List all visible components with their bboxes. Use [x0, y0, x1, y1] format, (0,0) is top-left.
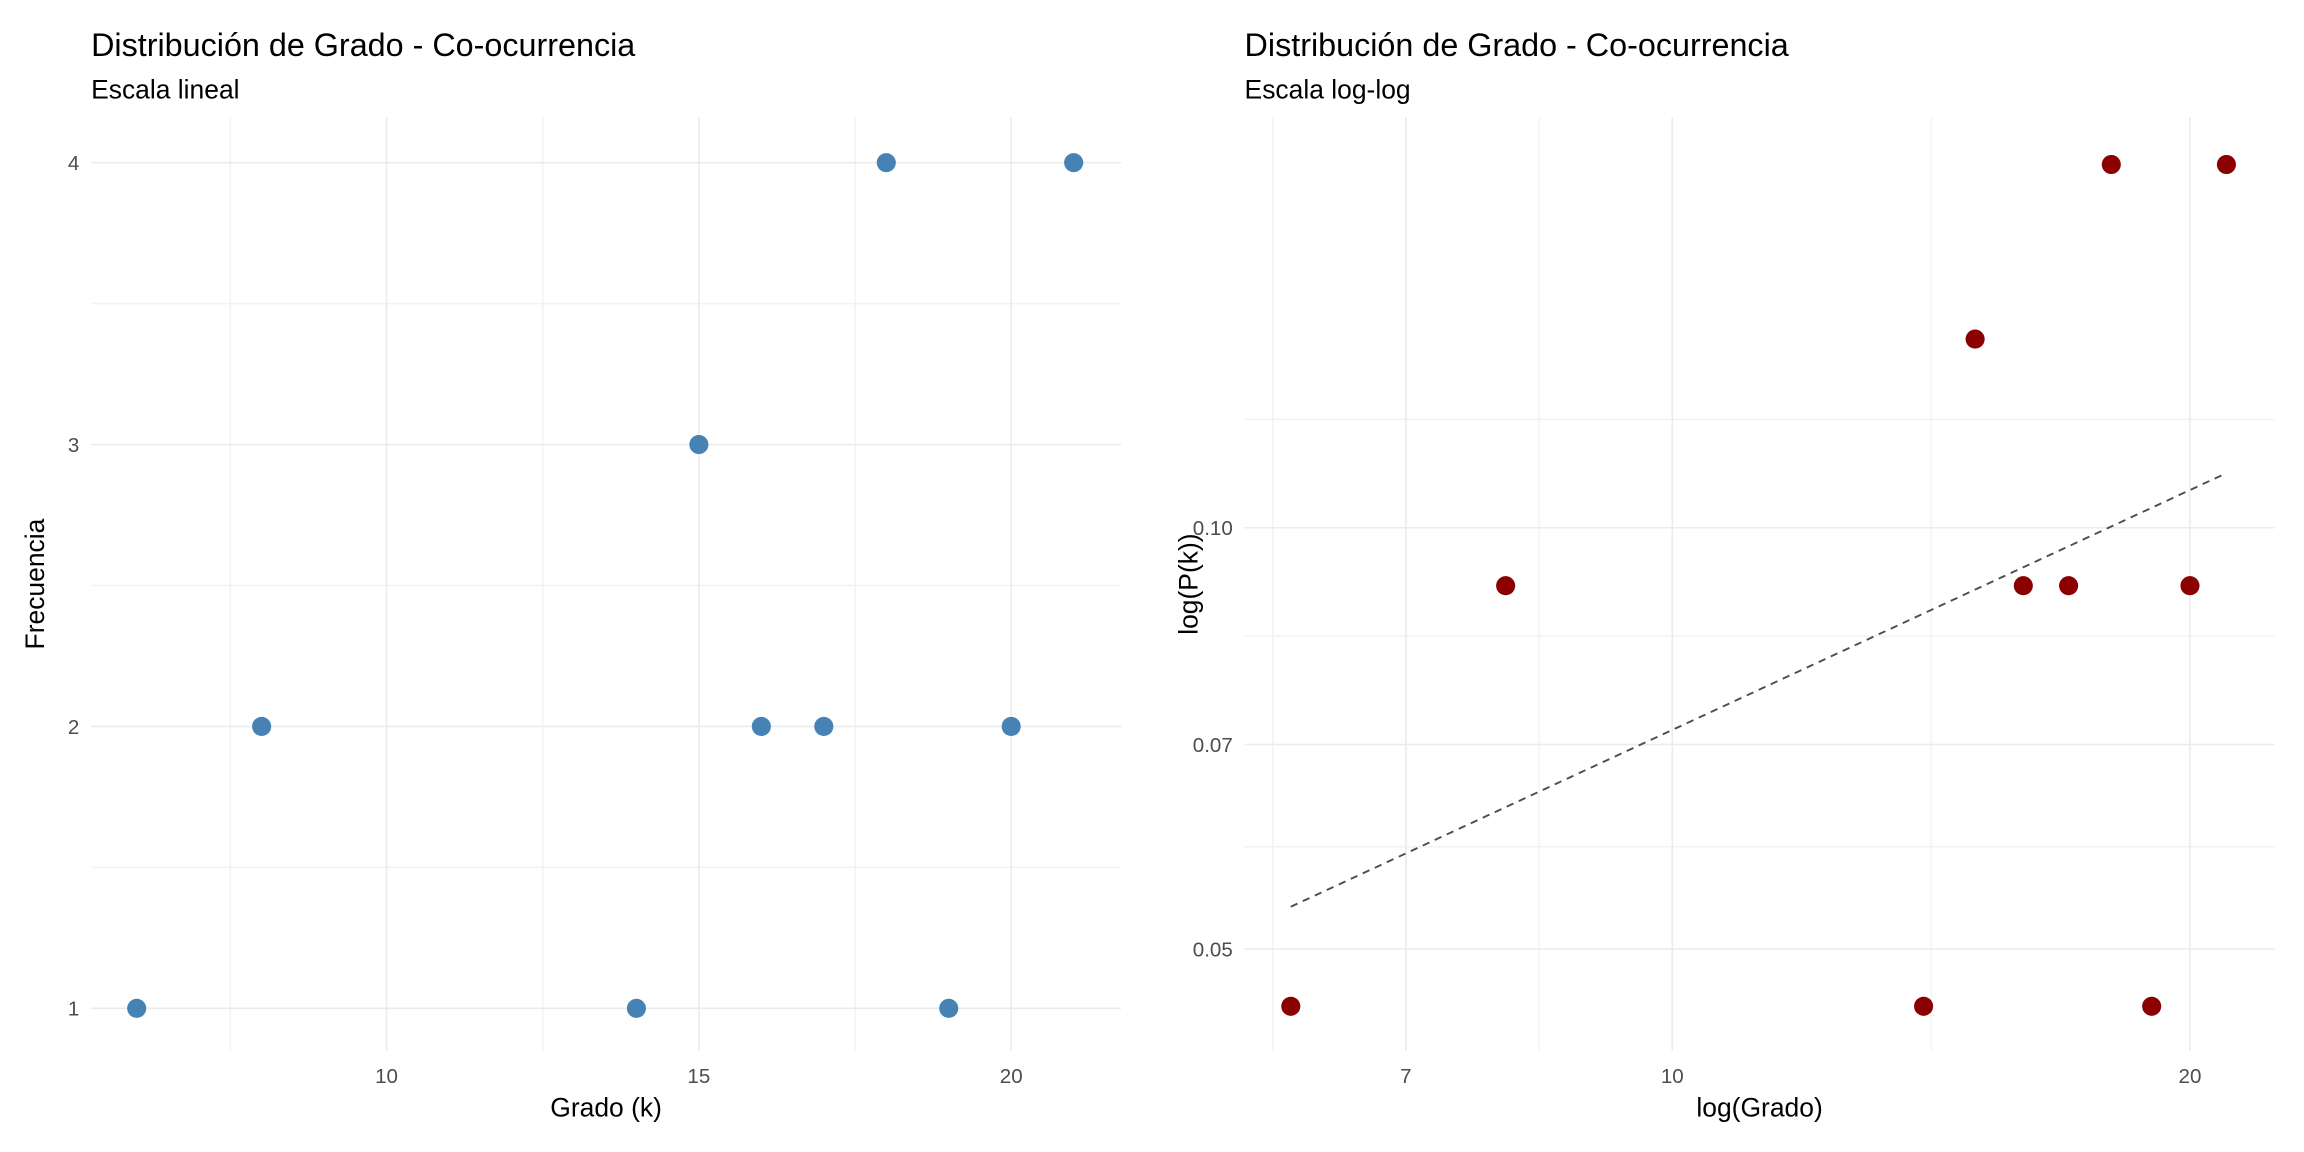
y-tick-label: 2 — [68, 716, 79, 739]
y-tick-label: 0.07 — [1193, 734, 1233, 757]
panel: 10 15 20 1 2 3 4 Distribución de Grado - Co-ocu… — [20, 27, 1122, 1123]
x-axis-title: log(Grado) — [1696, 1093, 1822, 1123]
panel: 7 10 20 0.05 0.07 0.10 Distribución de Grado -… — [1174, 27, 2275, 1123]
point — [751, 716, 771, 736]
fit-line — [1290, 472, 2227, 908]
y-tick-label: 0.05 — [1193, 938, 1233, 961]
y-tick-label: 0.10 — [1193, 517, 1233, 540]
chart-title: Distribución de Grado - Co-ocurrencia — [1245, 27, 1789, 63]
x-tick-label: 7 — [1400, 1065, 1411, 1088]
point — [2013, 576, 2033, 596]
point — [1281, 996, 1301, 1016]
x-tick-label: 10 — [375, 1065, 398, 1088]
point — [2216, 154, 2236, 175]
y-axis-title: log(P(k)) — [1174, 533, 1204, 634]
point — [1496, 576, 1516, 596]
point — [1064, 153, 1084, 173]
y-tick-label: 4 — [68, 152, 79, 175]
point — [2059, 576, 2079, 596]
point — [1965, 329, 1985, 349]
point — [2101, 154, 2121, 175]
chart-subtitle: Escala lineal — [91, 74, 239, 104]
point — [2180, 576, 2200, 596]
point — [876, 153, 896, 173]
point — [626, 998, 646, 1018]
y-axis-title: Frecuencia — [20, 518, 50, 649]
x-tick-label: 20 — [2179, 1065, 2202, 1088]
point — [1001, 716, 1021, 736]
x-tick-label: 15 — [687, 1065, 710, 1088]
y-tick-label: 3 — [68, 434, 79, 457]
point — [2142, 996, 2162, 1016]
chart-title: Distribución de Grado - Co-ocurrencia — [91, 27, 635, 63]
x-tick-label: 20 — [1000, 1065, 1023, 1088]
point — [939, 998, 959, 1018]
y-tick-label: 1 — [68, 998, 79, 1021]
x-axis-title: Grado (k) — [550, 1093, 662, 1123]
point — [127, 998, 147, 1018]
point — [689, 434, 709, 455]
point — [814, 716, 834, 736]
chart-subtitle: Escala log-log — [1245, 74, 1411, 104]
point — [1914, 996, 1934, 1016]
point — [252, 716, 272, 736]
x-tick-label: 10 — [1661, 1065, 1684, 1088]
